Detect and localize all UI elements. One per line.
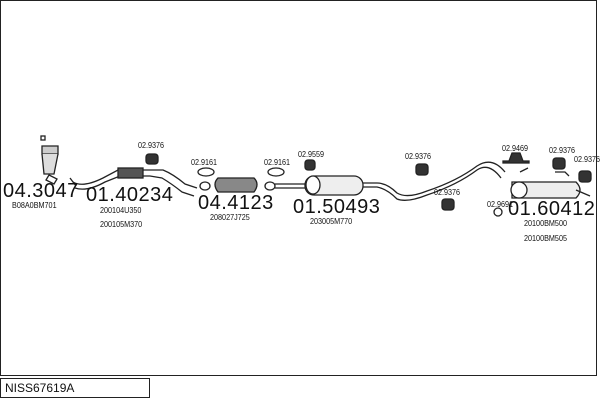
oem-number: 200104U350 [100,205,142,215]
part-number: 01.40234 [86,184,174,206]
diagram-frame [0,0,597,376]
oem-number: 20100BM500 [524,218,567,228]
catalytic-converter-icon [199,177,276,193]
accessory-number: 02.9376 [138,141,165,150]
accessory-number: 02.9376 [549,146,576,155]
oem-number: B08A0BM701 [12,200,57,210]
accessory-number: 02.9161 [264,158,291,167]
oem-number: 200105M370 [100,219,143,229]
accessory-number: 02.9691 [487,200,514,209]
center-muffler-icon [275,161,506,201]
rear-muffler-icon [510,167,591,199]
part-number: 01.50493 [293,196,381,218]
accessory-number: 02.9376 [405,152,432,161]
accessory-number: 02.9469 [502,144,529,153]
accessory-number: 02.9559 [298,150,325,159]
oem-number: 203005M770 [310,216,353,226]
accessory-number: 02.9161 [191,158,218,167]
front-pipe-icon [69,167,198,197]
diagram-reference: NISS67619A [0,378,150,398]
manifold-catalyst-icon [40,135,59,185]
part-number: 04.3047 [3,180,79,202]
hanger-icons [145,152,592,217]
accessory-number: 02.9376 [574,155,600,164]
part-number: 04.4123 [198,192,274,214]
oem-number: 20100BM505 [524,233,567,243]
oem-number: 208027J725 [210,212,250,222]
part-number: 01.60412 [508,198,596,220]
accessory-number: 02.9376 [434,188,461,197]
